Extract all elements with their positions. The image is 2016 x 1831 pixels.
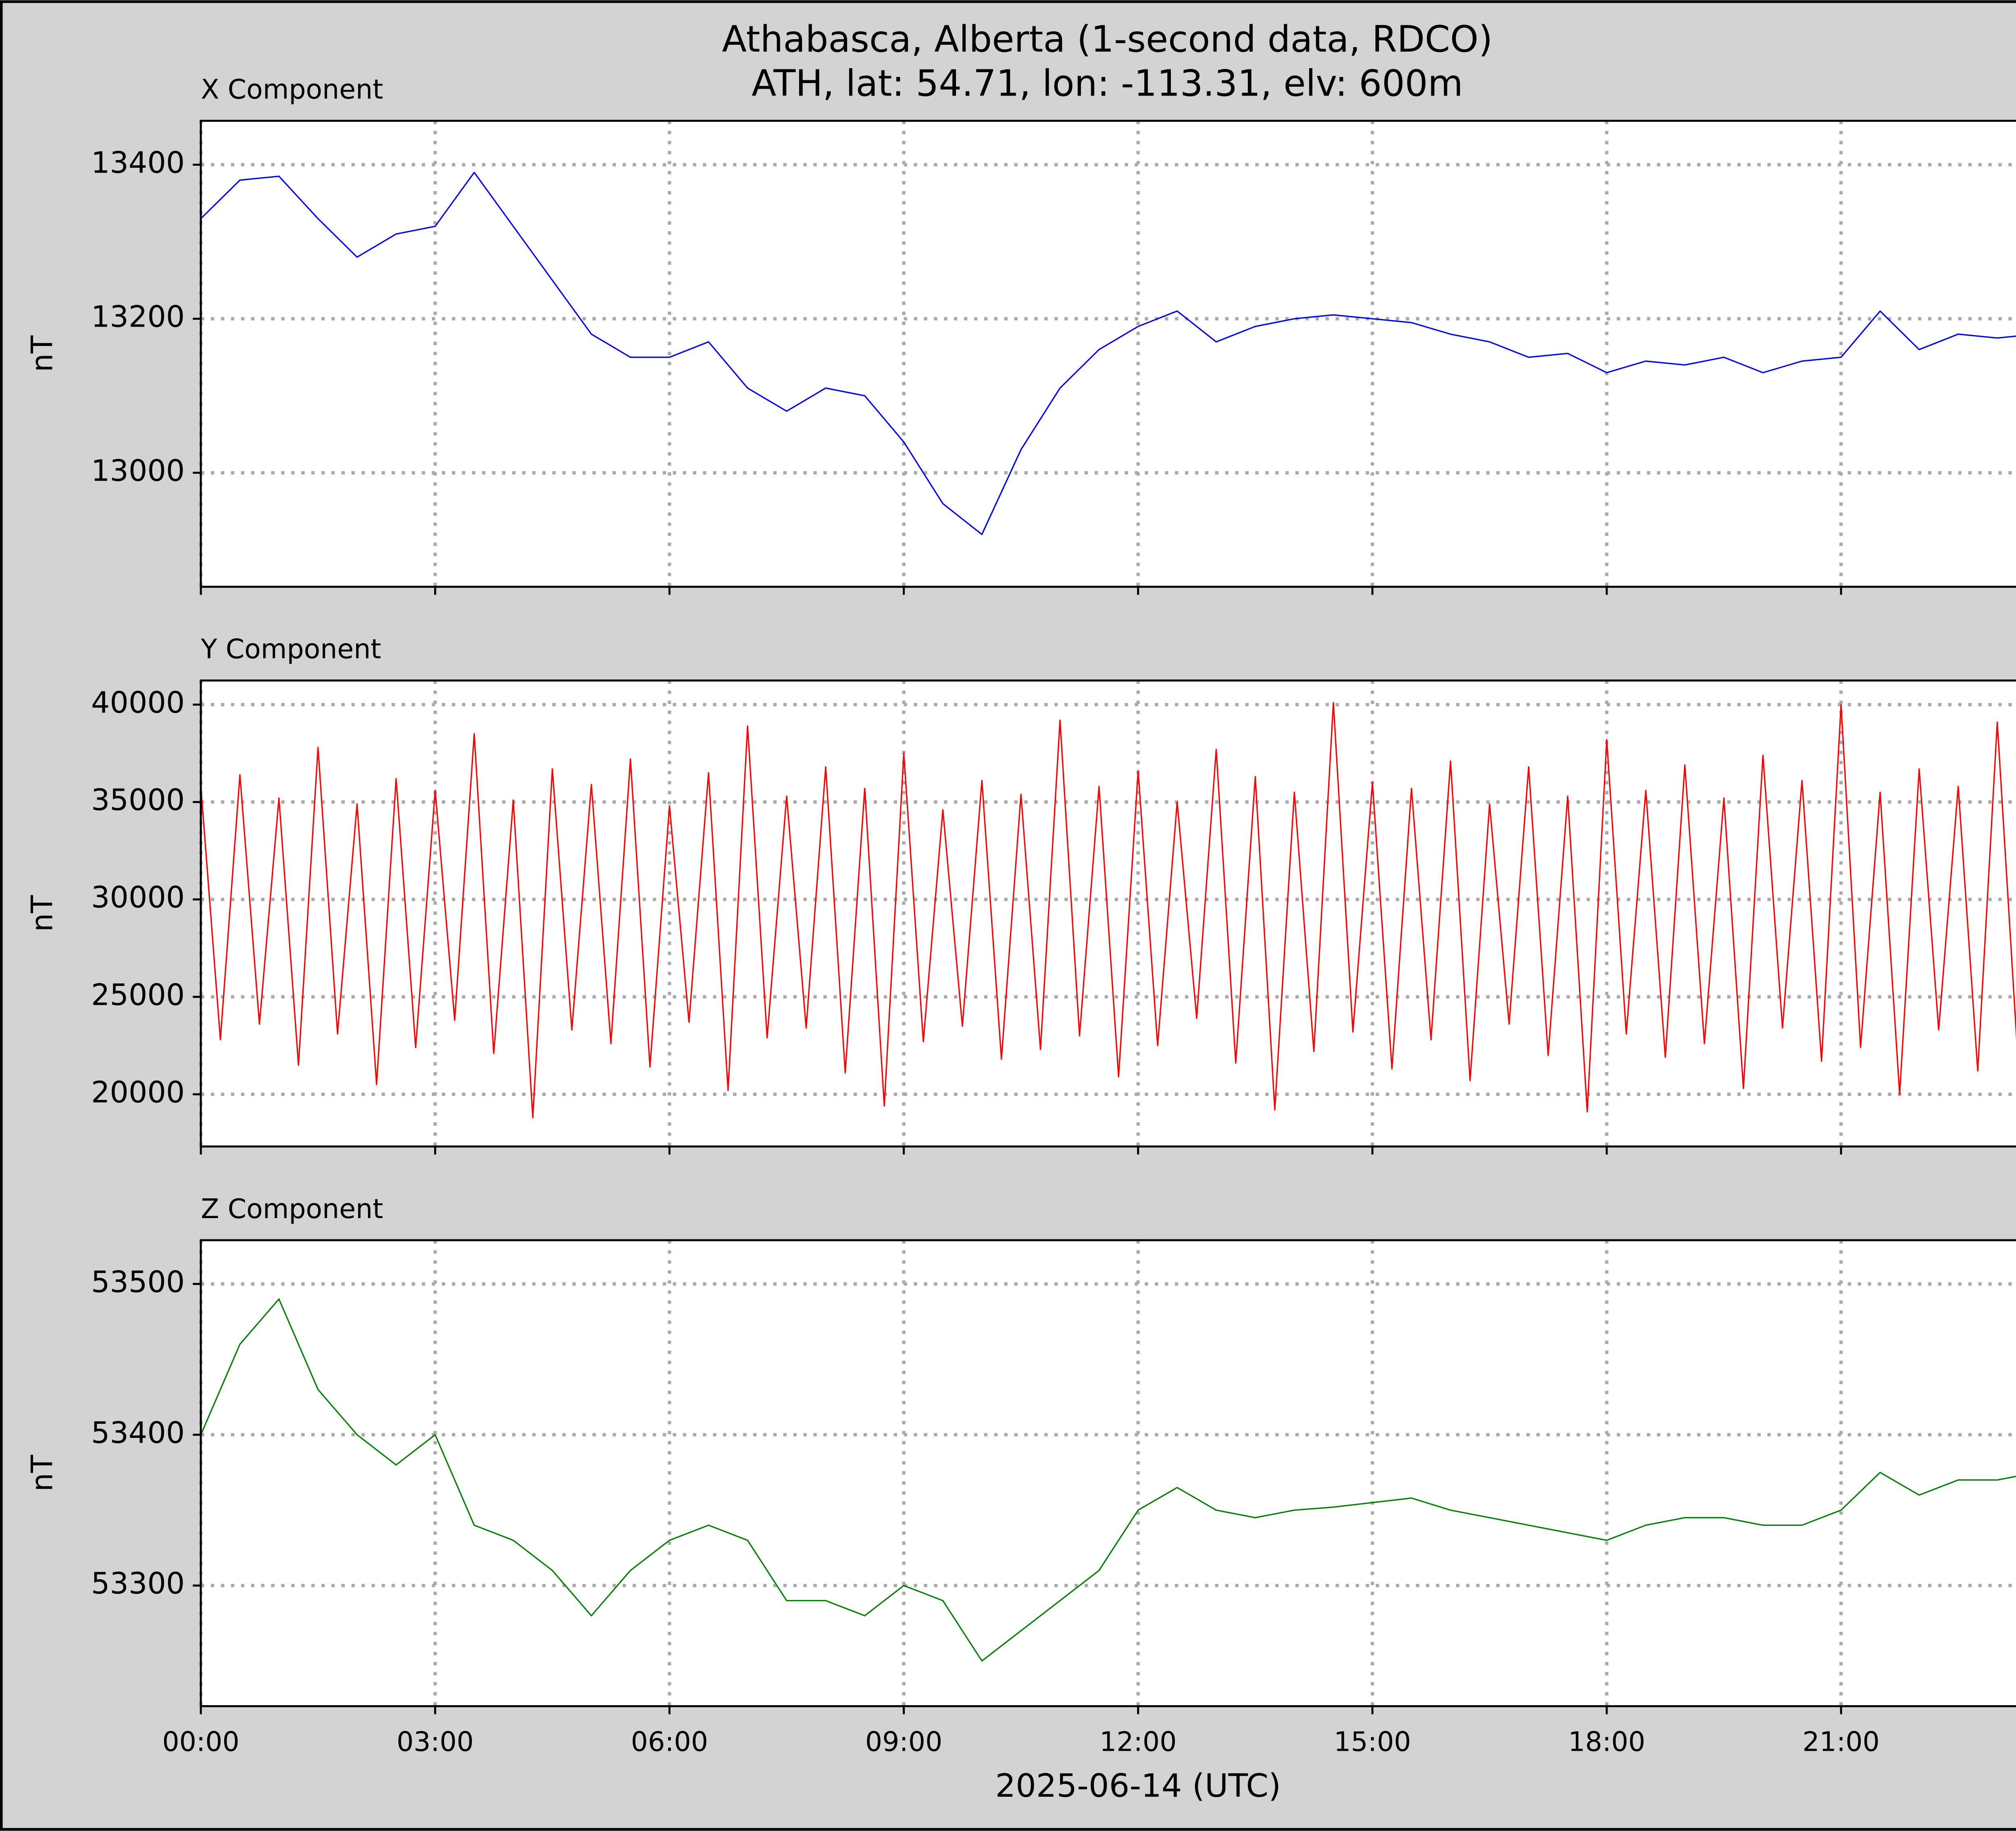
plot-area <box>201 121 2016 587</box>
plot-area <box>201 680 2016 1147</box>
y-tick-label: 53400 <box>91 1416 185 1450</box>
x-tick-label: 06:00 <box>631 1726 708 1757</box>
y-tick-label: 20000 <box>91 1075 185 1110</box>
x-tick-label: 03:00 <box>397 1726 474 1757</box>
y-tick-label: 25000 <box>91 978 185 1012</box>
x-tick-label: 15:00 <box>1334 1726 1411 1757</box>
data-line <box>201 171 2016 535</box>
y-axis-label: nT <box>25 1455 60 1491</box>
plot-frame <box>200 679 2016 1148</box>
plot-area <box>201 1240 2016 1706</box>
x-tick-label: 21:00 <box>1802 1726 1879 1757</box>
y-tick-label: 35000 <box>91 783 185 817</box>
y-axis-label: nT <box>25 335 60 372</box>
panel-title: Z Component <box>201 1193 383 1225</box>
y-tick-label: 30000 <box>91 881 185 915</box>
y-axis-label: nT <box>25 895 60 932</box>
y-tick-label: 53500 <box>91 1265 185 1299</box>
figure-subtitle: ATH, lat: 54.71, lon: -113.31, elv: 600m <box>752 63 1463 105</box>
x-tick-label: 18:00 <box>1568 1726 1645 1757</box>
y-tick-label: 13000 <box>91 454 185 488</box>
x-axis-label: 2025-06-14 (UTC) <box>995 1767 1281 1804</box>
panel-title: Y Component <box>200 633 381 665</box>
y-tick-label: 40000 <box>91 685 185 720</box>
y-tick-label: 13400 <box>91 146 185 180</box>
data-line <box>201 702 2016 1119</box>
x-tick-label: 12:00 <box>1100 1726 1177 1757</box>
plot-frame <box>200 1239 2016 1707</box>
x-tick-label: 00:00 <box>162 1726 239 1757</box>
y-tick-label: 13200 <box>91 300 185 334</box>
data-line <box>201 1298 2016 1662</box>
plot-frame <box>200 120 2016 588</box>
panel-title: X Component <box>201 74 383 105</box>
y-tick-label: 53300 <box>91 1566 185 1601</box>
x-tick-label: 09:00 <box>865 1726 942 1757</box>
figure-title: Athabasca, Alberta (1-second data, RDCO) <box>722 19 1493 60</box>
